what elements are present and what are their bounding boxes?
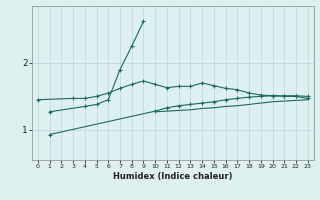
- X-axis label: Humidex (Indice chaleur): Humidex (Indice chaleur): [113, 172, 233, 181]
